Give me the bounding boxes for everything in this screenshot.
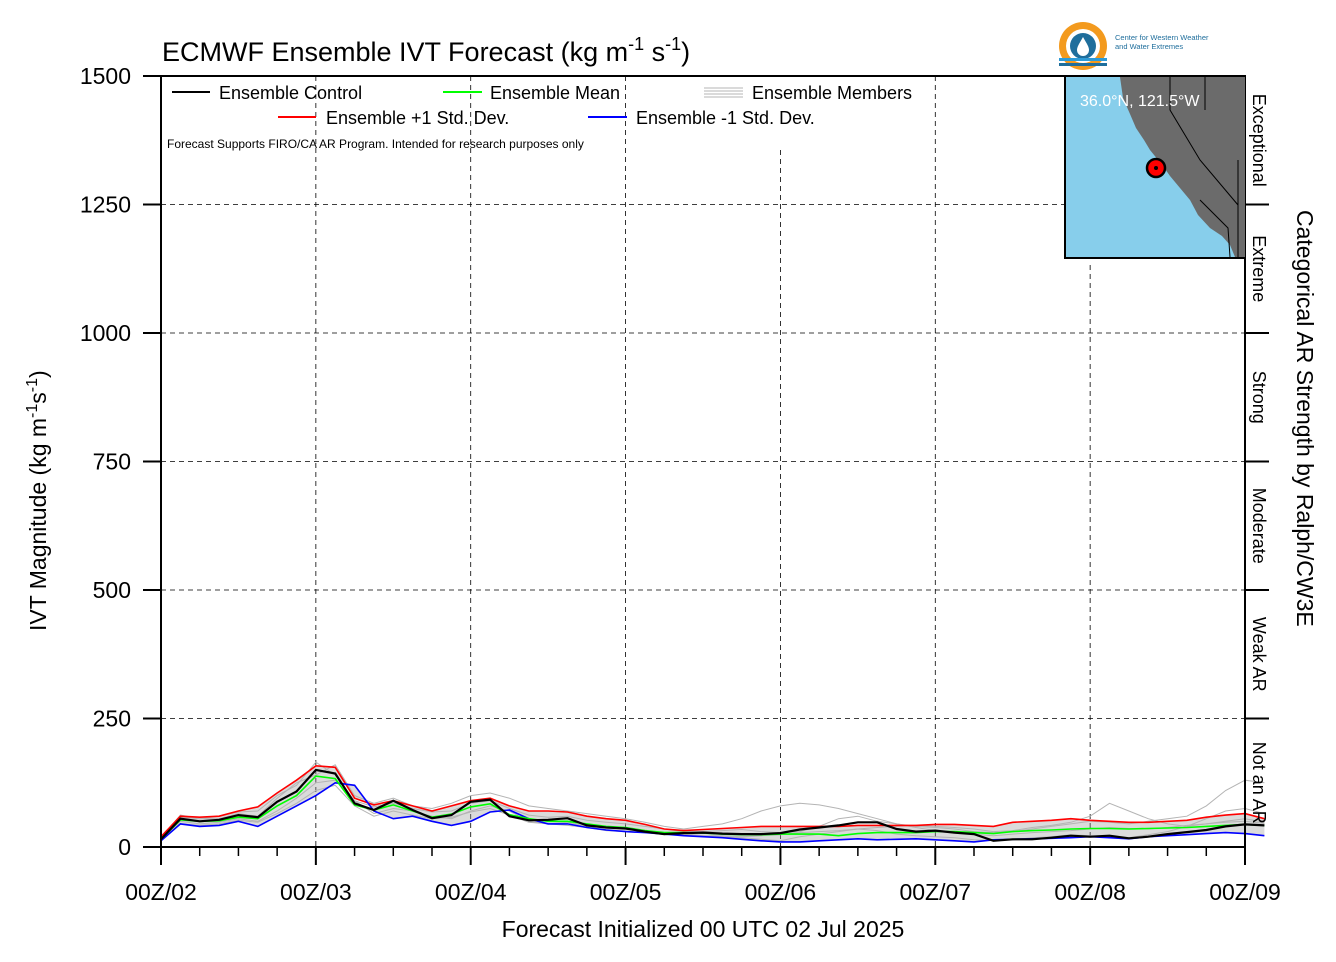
ensemble-member-line (160, 764, 1265, 839)
category-label: Weak AR (1249, 617, 1269, 692)
legend-swatch-members (704, 87, 743, 98)
legend: Ensemble Control Ensemble Mean Ensemble … (172, 83, 912, 128)
member-lines (160, 761, 1265, 842)
y-axis: 0 250 500 750 1000 1250 1500 (80, 63, 161, 860)
y-tick-label: 250 (93, 706, 131, 732)
category-label: Exceptional (1249, 94, 1269, 187)
x-tick-label: 00Z/05 (590, 879, 662, 905)
legend-plus: Ensemble +1 Std. Dev. (326, 108, 509, 128)
inset-land (1120, 77, 1245, 257)
y-tick-label: 1250 (80, 192, 131, 218)
location-inset-map: 36.0°N, 121.5°W (1064, 75, 1246, 259)
chart-title: ECMWF Ensemble IVT Forecast (kg m-1 s-1) (162, 34, 690, 67)
x-tick-label: 00Z/04 (435, 879, 507, 905)
x-tick-label: 00Z/09 (1209, 879, 1281, 905)
series-line-ensemble-1-std-dev- (160, 764, 1265, 838)
y-tick-label: 0 (118, 834, 131, 860)
x-tick-label: 00Z/06 (745, 879, 817, 905)
cw3e-logo: Center for Western Weather and Water Ext… (1059, 22, 1209, 70)
y-axis-title: IVT Magnitude (kg m-1s-1) (24, 370, 51, 631)
grid-lines (161, 76, 1245, 847)
legend-control: Ensemble Control (219, 83, 362, 103)
x-tick-label: 00Z/03 (280, 879, 352, 905)
x-axis: 00Z/02 00Z/03 00Z/04 00Z/05 00Z/06 00Z/07 00Z/… (125, 847, 1281, 905)
x-tick-label: 00Z/02 (125, 879, 197, 905)
category-label: Not an AR (1249, 742, 1269, 824)
right-axis-title: Categorical AR Strength by Ralph/CW3E (1292, 210, 1318, 627)
category-axis: Exceptional Extreme Strong Moderate Weak AR N… (1244, 76, 1269, 847)
drop-icon (1077, 37, 1089, 56)
y-tick-label: 500 (93, 577, 131, 603)
category-label: Extreme (1249, 235, 1269, 302)
logo-line1: Center for Western Weather (1115, 33, 1209, 42)
x-axis-title: Forecast Initialized 00 UTC 02 Jul 2025 (502, 916, 905, 942)
category-label: Moderate (1249, 488, 1269, 564)
x-tick-label: 00Z/07 (899, 879, 971, 905)
x-tick-label: 00Z/08 (1054, 879, 1126, 905)
series-lines (160, 764, 1265, 843)
legend-members: Ensemble Members (752, 83, 912, 103)
series-line-ensemble-control (160, 768, 1265, 842)
logo-line2: and Water Extremes (1115, 42, 1183, 51)
y-tick-label: 750 (93, 449, 131, 475)
disclaimer-note: Forecast Supports FIRO/CA AR Program. In… (167, 137, 584, 151)
legend-mean: Ensemble Mean (490, 83, 620, 103)
category-label: Strong (1249, 371, 1269, 424)
legend-minus: Ensemble -1 Std. Dev. (636, 108, 815, 128)
inset-coordinates: 36.0°N, 121.5°W (1080, 93, 1200, 110)
y-tick-label: 1500 (80, 63, 131, 89)
y-tick-label: 1000 (80, 320, 131, 346)
